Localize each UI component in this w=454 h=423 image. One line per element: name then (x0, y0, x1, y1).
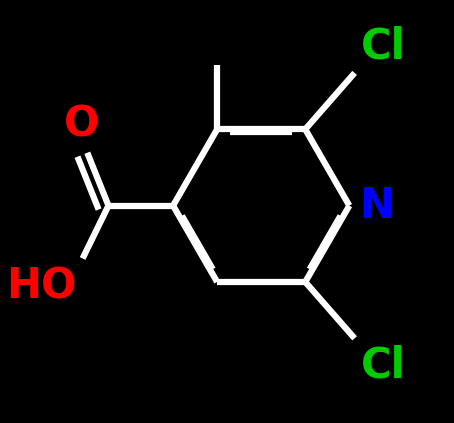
Text: Cl: Cl (360, 25, 405, 67)
Text: HO: HO (6, 266, 77, 308)
Text: Cl: Cl (360, 344, 405, 386)
Text: N: N (359, 184, 394, 227)
Text: O: O (64, 104, 99, 146)
